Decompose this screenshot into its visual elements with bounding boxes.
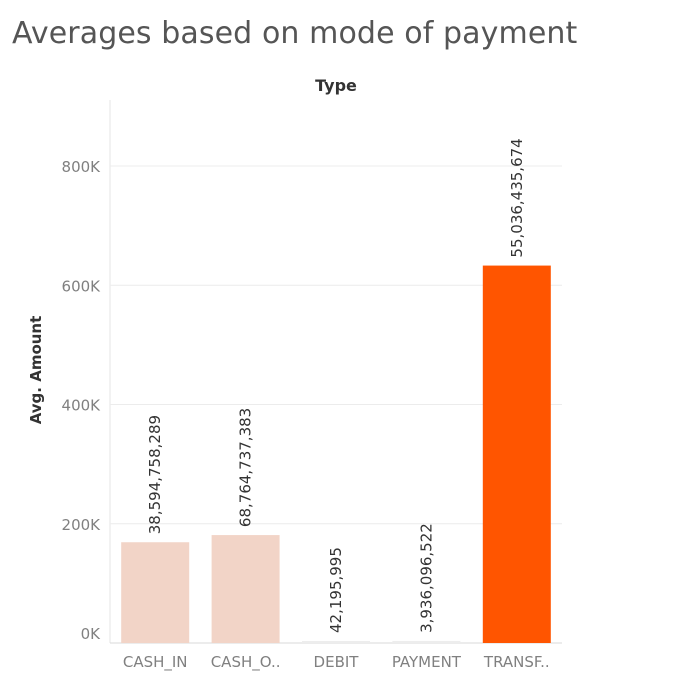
data-label: 38,594,758,289	[146, 415, 164, 534]
bar[interactable]	[392, 640, 461, 643]
data-label: 55,036,435,674	[508, 138, 526, 257]
y-tick-label: 600K	[62, 277, 102, 295]
data-label: 3,936,096,522	[417, 523, 435, 633]
x-tick-label: CASH_O..	[211, 653, 281, 672]
column-header: Type	[315, 76, 357, 95]
chart-title: Averages based on mode of payment	[12, 16, 578, 51]
x-tick-label: DEBIT	[314, 653, 360, 671]
y-tick-label: 200K	[62, 516, 102, 534]
x-tick-label: PAYMENT	[392, 653, 462, 671]
data-label: 68,764,737,383	[237, 408, 255, 527]
bar[interactable]	[121, 542, 190, 643]
bar[interactable]	[302, 641, 370, 643]
bar[interactable]	[211, 535, 280, 643]
bar[interactable]	[482, 265, 551, 643]
y-tick-label: 400K	[62, 397, 102, 415]
data-label: 42,195,995	[327, 547, 345, 633]
y-tick-label: 0K	[81, 625, 102, 643]
x-tick-label: TRANSF..	[483, 653, 550, 671]
y-tick-label: 800K	[62, 158, 102, 176]
x-tick-label: CASH_IN	[123, 653, 188, 672]
